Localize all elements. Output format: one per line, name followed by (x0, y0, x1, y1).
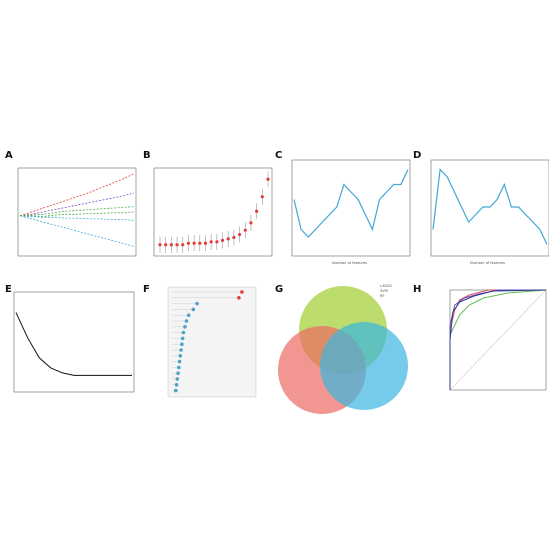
cv-point-17 (255, 209, 259, 213)
panel-b-frame (153, 167, 273, 257)
panel-label-a: A (5, 150, 13, 161)
panel-label-d: D (413, 150, 421, 161)
cv-point-14 (237, 232, 242, 237)
cv-point-16 (249, 221, 253, 225)
cv-point-3 (175, 243, 179, 247)
venn-legend-lasso: LASSO (380, 284, 392, 288)
panel-f-dots (172, 290, 244, 393)
importance-dot-14 (176, 371, 180, 376)
importance-dot-13 (177, 365, 181, 370)
coef-path-5 (20, 211, 135, 218)
panel-a (17, 167, 137, 257)
importance-dot-12 (177, 359, 182, 364)
cv-point-18 (260, 195, 264, 199)
venn-legend-rf: RF (380, 294, 385, 298)
cv-point-9 (209, 240, 213, 244)
importance-dot-11 (178, 354, 183, 358)
cv-point-19 (266, 177, 270, 181)
importance-dot-4 (186, 313, 191, 318)
panel-e-line (15, 312, 132, 376)
panel-c: Number of features (291, 159, 411, 265)
panel-a-series (19, 173, 135, 247)
panel-a-frame (17, 167, 137, 257)
importance-dot-8 (180, 336, 185, 341)
panel-g: LASSO SVM RF (278, 284, 408, 414)
panel-e-frame (13, 291, 135, 393)
panel-label-f: F (143, 284, 150, 295)
importance-dot-17 (174, 388, 178, 393)
panel-d-line (432, 168, 548, 245)
importance-dot-9 (180, 342, 184, 347)
roc-curve-2 (449, 289, 546, 390)
cv-point-6 (192, 241, 196, 245)
importance-dot-1 (237, 296, 241, 300)
importance-dot-15 (175, 377, 180, 381)
panel-label-h: H (413, 284, 421, 295)
oob-error-line (15, 312, 132, 376)
cv-point-4 (181, 243, 185, 247)
cv-point-11 (220, 238, 225, 242)
cv-point-15 (243, 228, 247, 232)
panel-d: Number of features (430, 159, 549, 265)
importance-dot-7 (181, 330, 186, 335)
panel-h-curves (449, 289, 547, 390)
coef-path-2 (19, 206, 135, 217)
panel-c-frame (291, 159, 411, 257)
panel-label-g: G (275, 284, 283, 295)
accuracy-line-d (432, 168, 548, 245)
coef-path-3 (19, 215, 135, 221)
panel-label-e: E (5, 284, 12, 295)
importance-dot-0 (240, 290, 244, 294)
cv-point-0 (158, 243, 162, 247)
panel-f-frame (167, 286, 257, 398)
importance-dot-2 (195, 301, 199, 306)
importance-dot-3 (191, 307, 196, 312)
cv-point-7 (198, 241, 202, 245)
panel-c-line (293, 169, 409, 238)
venn-legend-svm: SVM (380, 289, 388, 293)
panel-d-frame (430, 159, 549, 257)
cv-point-2 (169, 243, 173, 247)
coef-path-1 (19, 192, 135, 217)
panel-label-b: B (143, 150, 151, 161)
coef-path-0 (19, 173, 135, 217)
importance-dot-10 (179, 348, 183, 352)
cv-point-12 (226, 237, 230, 241)
roc-diagonal (449, 289, 547, 391)
coef-path-4 (19, 215, 135, 247)
panel-label-c: C (275, 150, 282, 161)
panel-h (449, 289, 547, 391)
panel-c-xlabel: Number of features (332, 261, 367, 265)
cv-point-10 (215, 240, 219, 244)
panel-b-points (158, 171, 270, 253)
cv-point-13 (232, 235, 236, 240)
importance-dot-5 (184, 319, 189, 323)
venn-circle-blue (320, 322, 408, 410)
cv-point-5 (186, 241, 191, 245)
roc-curve-3 (449, 289, 547, 390)
panel-b (153, 167, 273, 257)
cv-point-8 (203, 241, 208, 245)
importance-dot-16 (174, 383, 179, 387)
panel-f (167, 286, 257, 398)
panel-e (13, 291, 135, 393)
cv-point-1 (164, 243, 168, 247)
panel-d-xlabel: Number of features (470, 261, 505, 265)
accuracy-line-c (293, 169, 409, 238)
importance-dot-6 (183, 325, 187, 329)
